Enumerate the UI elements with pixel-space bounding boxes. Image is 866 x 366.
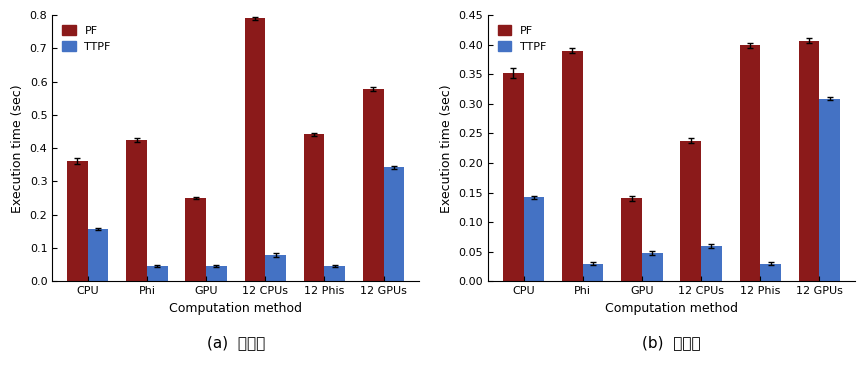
Legend: PF, TTPF: PF, TTPF — [494, 20, 551, 57]
Bar — [206, 266, 227, 281]
Bar — [562, 51, 583, 281]
Bar — [583, 264, 604, 281]
Legend: PF, TTPF: PF, TTPF — [58, 20, 115, 57]
Bar — [819, 98, 840, 281]
Bar — [304, 134, 325, 281]
Bar — [147, 266, 168, 281]
Bar — [798, 41, 819, 281]
Bar — [87, 229, 108, 281]
Title: (a)  배정도: (a) 배정도 — [207, 336, 265, 351]
Bar — [185, 198, 206, 281]
X-axis label: Computation method: Computation method — [605, 302, 738, 315]
Title: (b)  단정도: (b) 단정도 — [643, 336, 701, 351]
X-axis label: Computation method: Computation method — [169, 302, 302, 315]
Y-axis label: Execution time (sec): Execution time (sec) — [11, 84, 24, 213]
Bar — [524, 197, 545, 281]
Bar — [244, 18, 265, 281]
Bar — [384, 167, 404, 281]
Bar — [126, 140, 147, 281]
Bar — [67, 161, 87, 281]
Bar — [325, 266, 346, 281]
Bar — [760, 264, 781, 281]
Bar — [642, 253, 662, 281]
Bar — [265, 255, 286, 281]
Bar — [740, 45, 760, 281]
Bar — [621, 198, 642, 281]
Bar — [503, 73, 524, 281]
Y-axis label: Execution time (sec): Execution time (sec) — [440, 84, 453, 213]
Bar — [701, 246, 721, 281]
Bar — [363, 89, 384, 281]
Bar — [681, 141, 701, 281]
